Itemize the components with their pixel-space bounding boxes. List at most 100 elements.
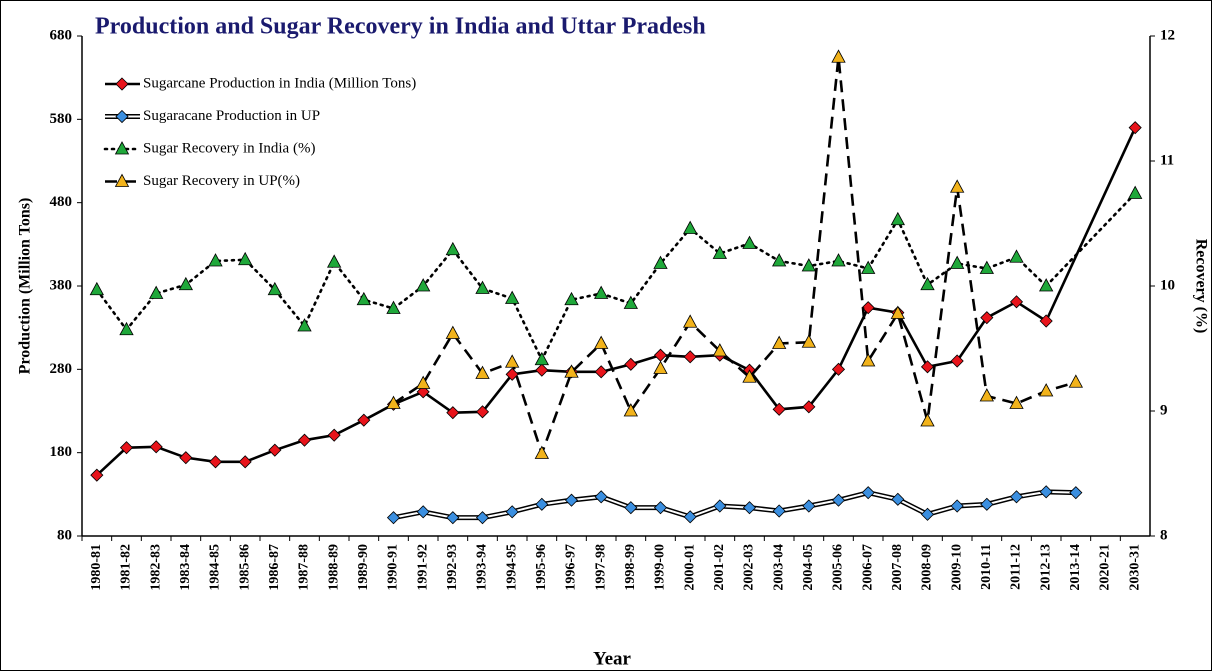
marker <box>504 290 520 304</box>
marker <box>920 507 935 521</box>
x-tick-label: 1989-90 <box>356 544 371 591</box>
y2-tick-label: 12 <box>1160 27 1175 43</box>
legend-label: Sugarcane Production in India (Million T… <box>143 75 416 91</box>
marker <box>623 403 639 417</box>
legend-marker <box>115 77 129 91</box>
marker <box>1009 490 1024 504</box>
x-tick-label: 2006-07 <box>860 544 875 591</box>
marker <box>653 360 668 374</box>
marker <box>980 497 994 511</box>
marker <box>415 375 431 389</box>
marker <box>446 406 460 420</box>
marker <box>386 511 401 525</box>
marker <box>742 235 757 249</box>
x-tick-label: 1981-82 <box>119 544 134 591</box>
x-tick-label: 1980-81 <box>89 544 104 591</box>
marker <box>179 451 193 465</box>
marker <box>861 486 875 500</box>
marker <box>920 276 935 291</box>
x-tick-label: 1996-97 <box>564 544 579 591</box>
x-axis-title: Year <box>593 648 632 669</box>
marker <box>415 278 431 292</box>
marker <box>535 497 549 511</box>
x-tick-label: 1993-94 <box>475 544 490 591</box>
marker <box>1127 185 1143 199</box>
marker <box>712 245 728 259</box>
marker <box>742 501 757 515</box>
marker <box>90 468 104 482</box>
marker <box>564 493 579 507</box>
marker <box>356 291 372 306</box>
marker <box>979 388 995 402</box>
x-tick-label: 1998-99 <box>623 544 638 591</box>
chart-title: Production and Sugar Recovery in India a… <box>95 14 706 40</box>
marker <box>682 220 698 234</box>
marker <box>771 253 787 267</box>
marker <box>771 335 787 349</box>
marker <box>505 505 519 519</box>
marker <box>416 505 430 519</box>
marker <box>534 351 550 366</box>
marker <box>178 276 194 291</box>
x-tick-label: 1986-87 <box>267 544 282 591</box>
marker <box>238 455 252 469</box>
marker <box>1069 486 1083 500</box>
x-tick-label: 2001-02 <box>712 544 727 591</box>
marker <box>237 251 253 266</box>
marker <box>386 395 401 409</box>
marker <box>148 285 164 299</box>
marker <box>653 255 668 269</box>
y2-tick-label: 11 <box>1160 152 1174 168</box>
marker <box>149 440 163 454</box>
marker <box>624 501 638 515</box>
marker <box>950 499 964 513</box>
y-tick-label: 480 <box>50 194 73 210</box>
marker <box>475 280 490 294</box>
marker <box>267 281 283 296</box>
x-tick-label: 1994-95 <box>504 544 519 591</box>
legend-label: Sugar Recovery in UP(%) <box>143 173 300 189</box>
x-tick-label: 2008-09 <box>920 544 935 591</box>
marker <box>119 321 134 336</box>
marker <box>593 285 609 299</box>
marker <box>979 260 995 274</box>
x-tick-label: 1984-85 <box>208 544 223 591</box>
y2-axis-title: Recovery (%) <box>1192 239 1209 334</box>
marker <box>683 350 697 364</box>
marker <box>1128 121 1142 135</box>
marker <box>920 413 935 427</box>
x-tick-label: 2007-08 <box>890 544 905 591</box>
marker <box>801 258 817 272</box>
marker <box>653 501 668 515</box>
marker <box>357 413 371 427</box>
marker <box>683 510 697 524</box>
marker <box>1038 383 1054 397</box>
marker <box>504 354 520 368</box>
marker <box>208 253 223 267</box>
series <box>386 49 1084 459</box>
marker <box>891 492 905 506</box>
y2-tick-label: 8 <box>1160 527 1168 543</box>
x-tick-label: 2010-11 <box>979 544 994 590</box>
x-tick-label: 2009-10 <box>949 544 964 591</box>
marker <box>860 260 876 274</box>
marker <box>119 441 134 455</box>
marker <box>950 354 964 368</box>
marker <box>1039 485 1053 499</box>
legend-marker <box>114 173 130 187</box>
y-tick-label: 80 <box>57 527 72 543</box>
x-tick-label: 1983-84 <box>178 544 193 591</box>
marker <box>268 443 282 457</box>
x-tick-label: 1990-91 <box>386 544 401 591</box>
x-tick-label: 1999-00 <box>653 544 668 591</box>
marker <box>624 357 638 371</box>
x-tick-label: 2013-14 <box>1068 544 1083 591</box>
marker <box>1039 314 1053 328</box>
x-tick-label: 1982-83 <box>148 544 163 591</box>
marker <box>802 499 816 513</box>
marker <box>594 490 608 504</box>
marker <box>831 493 846 507</box>
y2-tick-label: 9 <box>1160 402 1168 418</box>
legend-marker <box>115 109 129 124</box>
